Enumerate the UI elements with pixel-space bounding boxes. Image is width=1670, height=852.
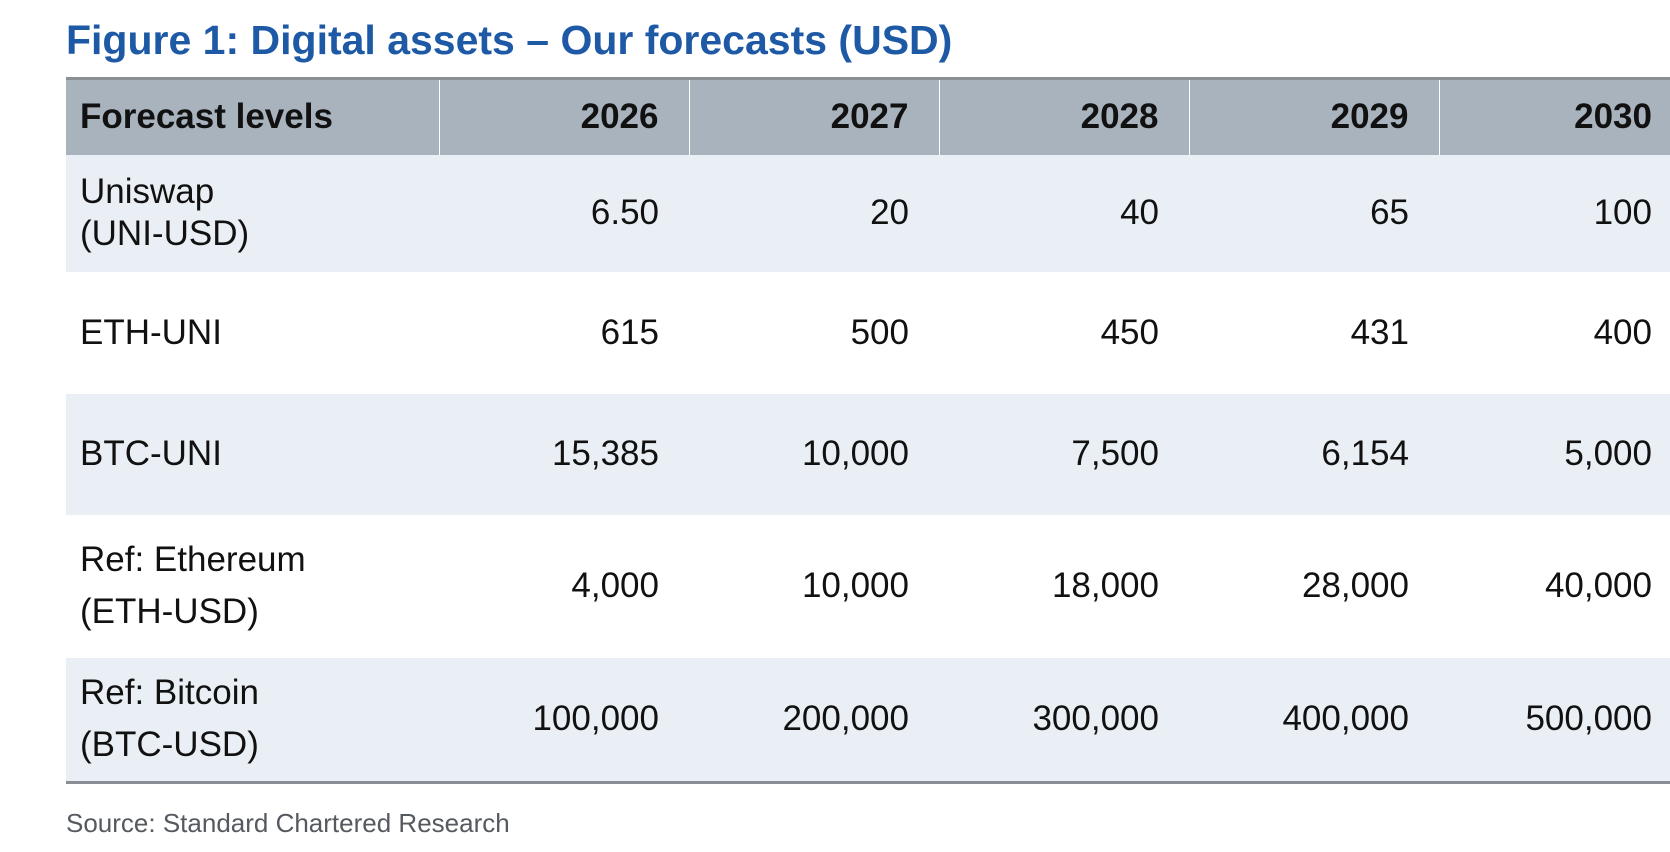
table-header: Forecast levels 2026 2027 2028 2029 2030 — [66, 78, 1670, 155]
table-body: Uniswap (UNI-USD) 6.50 20 40 65 100 ETH-… — [66, 154, 1670, 783]
row-label-line2: (ETH-USD) — [80, 592, 259, 631]
row-label-line1: Ref: Ethereum — [80, 540, 306, 579]
table-cell: 6.50 — [439, 154, 689, 272]
table-cell: 450 — [1100, 312, 1159, 352]
header-year-2029: 2029 — [1188, 78, 1439, 155]
row-label: ETH-UNI — [80, 312, 222, 352]
table-cell: 200,000 — [689, 657, 939, 783]
table-row-eth-uni: ETH-UNI 615 500 450 431 400 — [66, 272, 1670, 394]
table-cell: 4,000 — [571, 566, 659, 605]
forecast-table-container: Forecast levels 2026 2027 2028 2029 2030… — [66, 77, 1670, 784]
row-label-line1: Ref: Bitcoin — [80, 673, 259, 713]
table-cell: 15,385 — [439, 393, 689, 515]
table-cell: 100 — [1439, 154, 1670, 272]
row-label: BTC-UNI — [66, 393, 439, 515]
table-cell: 500 — [850, 312, 909, 352]
table-cell: 400,000 — [1189, 657, 1439, 783]
header-year-2030: 2030 — [1438, 78, 1670, 155]
table-cell: 10,000 — [801, 566, 909, 605]
table-row-ref-ethereum: Ref: Ethereum (ETH-USD) 4,000 10,000 18,… — [66, 515, 1670, 658]
header-year-2028: 2028 — [938, 78, 1189, 155]
table-cell: 18,000 — [1051, 566, 1159, 605]
table-cell: 6,154 — [1189, 393, 1439, 515]
table-cell: 28,000 — [1301, 566, 1409, 605]
table-cell: 7,500 — [939, 393, 1189, 515]
row-label: Uniswap (UNI-USD) — [66, 154, 439, 272]
table-cell: 5,000 — [1439, 393, 1670, 515]
header-label-forecast-levels: Forecast levels — [66, 78, 439, 155]
header-year-2026: 2026 — [438, 78, 689, 155]
table-cell: 431 — [1350, 312, 1409, 352]
table-cell: 20 — [689, 154, 939, 272]
row-label: Ref: Ethereum (ETH-USD) — [66, 515, 439, 658]
source-note: Source: Standard Chartered Research — [66, 808, 510, 838]
header-year-2027: 2027 — [688, 78, 939, 155]
row-label-line2: (BTC-USD) — [80, 725, 259, 765]
table-row-ref-bitcoin: Ref: Bitcoin (BTC-USD) 100,000 200,000 3… — [66, 657, 1670, 783]
table-cell: 40 — [939, 154, 1189, 272]
table-row-btc-uni: BTC-UNI 15,385 10,000 7,500 6,154 5,000 — [66, 393, 1670, 515]
header-row: Forecast levels 2026 2027 2028 2029 2030 — [66, 78, 1670, 155]
row-label-line1: Uniswap — [80, 172, 215, 211]
table-cell: 615 — [600, 312, 659, 352]
figure-title: Figure 1: Digital assets – Our forecasts… — [66, 17, 953, 63]
row-label: Ref: Bitcoin (BTC-USD) — [66, 657, 439, 783]
table-cell: 400 — [1593, 312, 1652, 352]
row-label-line2: (UNI-USD) — [80, 214, 250, 253]
table-cell: 500,000 — [1439, 657, 1670, 783]
table-cell: 300,000 — [939, 657, 1189, 783]
table-cell: 65 — [1189, 154, 1439, 272]
table-cell: 10,000 — [689, 393, 939, 515]
table-cell: 40,000 — [1544, 566, 1652, 605]
table-row-uniswap: Uniswap (UNI-USD) 6.50 20 40 65 100 — [66, 154, 1670, 272]
forecast-table: Forecast levels 2026 2027 2028 2029 2030… — [66, 77, 1670, 784]
table-cell: 100,000 — [439, 657, 689, 783]
